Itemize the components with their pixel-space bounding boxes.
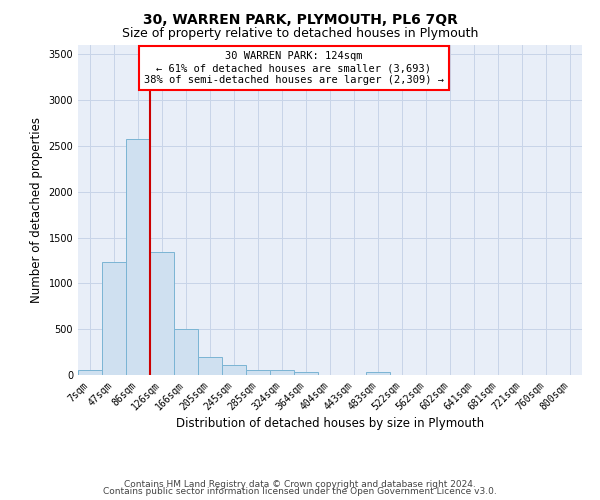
Text: Contains public sector information licensed under the Open Government Licence v3: Contains public sector information licen… [103, 487, 497, 496]
Bar [126, 140, 150, 375]
Text: Size of property relative to detached houses in Plymouth: Size of property relative to detached ho… [122, 28, 478, 40]
Bar [294, 372, 318, 375]
Bar [270, 370, 294, 375]
Bar [174, 329, 198, 375]
Bar [78, 370, 102, 375]
Text: 30, WARREN PARK, PLYMOUTH, PL6 7QR: 30, WARREN PARK, PLYMOUTH, PL6 7QR [143, 12, 457, 26]
X-axis label: Distribution of detached houses by size in Plymouth: Distribution of detached houses by size … [176, 418, 484, 430]
Text: 30 WARREN PARK: 124sqm
← 61% of detached houses are smaller (3,693)
38% of semi-: 30 WARREN PARK: 124sqm ← 61% of detached… [144, 52, 444, 84]
Bar [102, 262, 126, 375]
Bar [222, 366, 246, 375]
Text: Contains HM Land Registry data © Crown copyright and database right 2024.: Contains HM Land Registry data © Crown c… [124, 480, 476, 489]
Bar [150, 252, 174, 375]
Bar [246, 370, 270, 375]
Y-axis label: Number of detached properties: Number of detached properties [30, 117, 43, 303]
Bar [198, 356, 222, 375]
Bar [366, 372, 390, 375]
